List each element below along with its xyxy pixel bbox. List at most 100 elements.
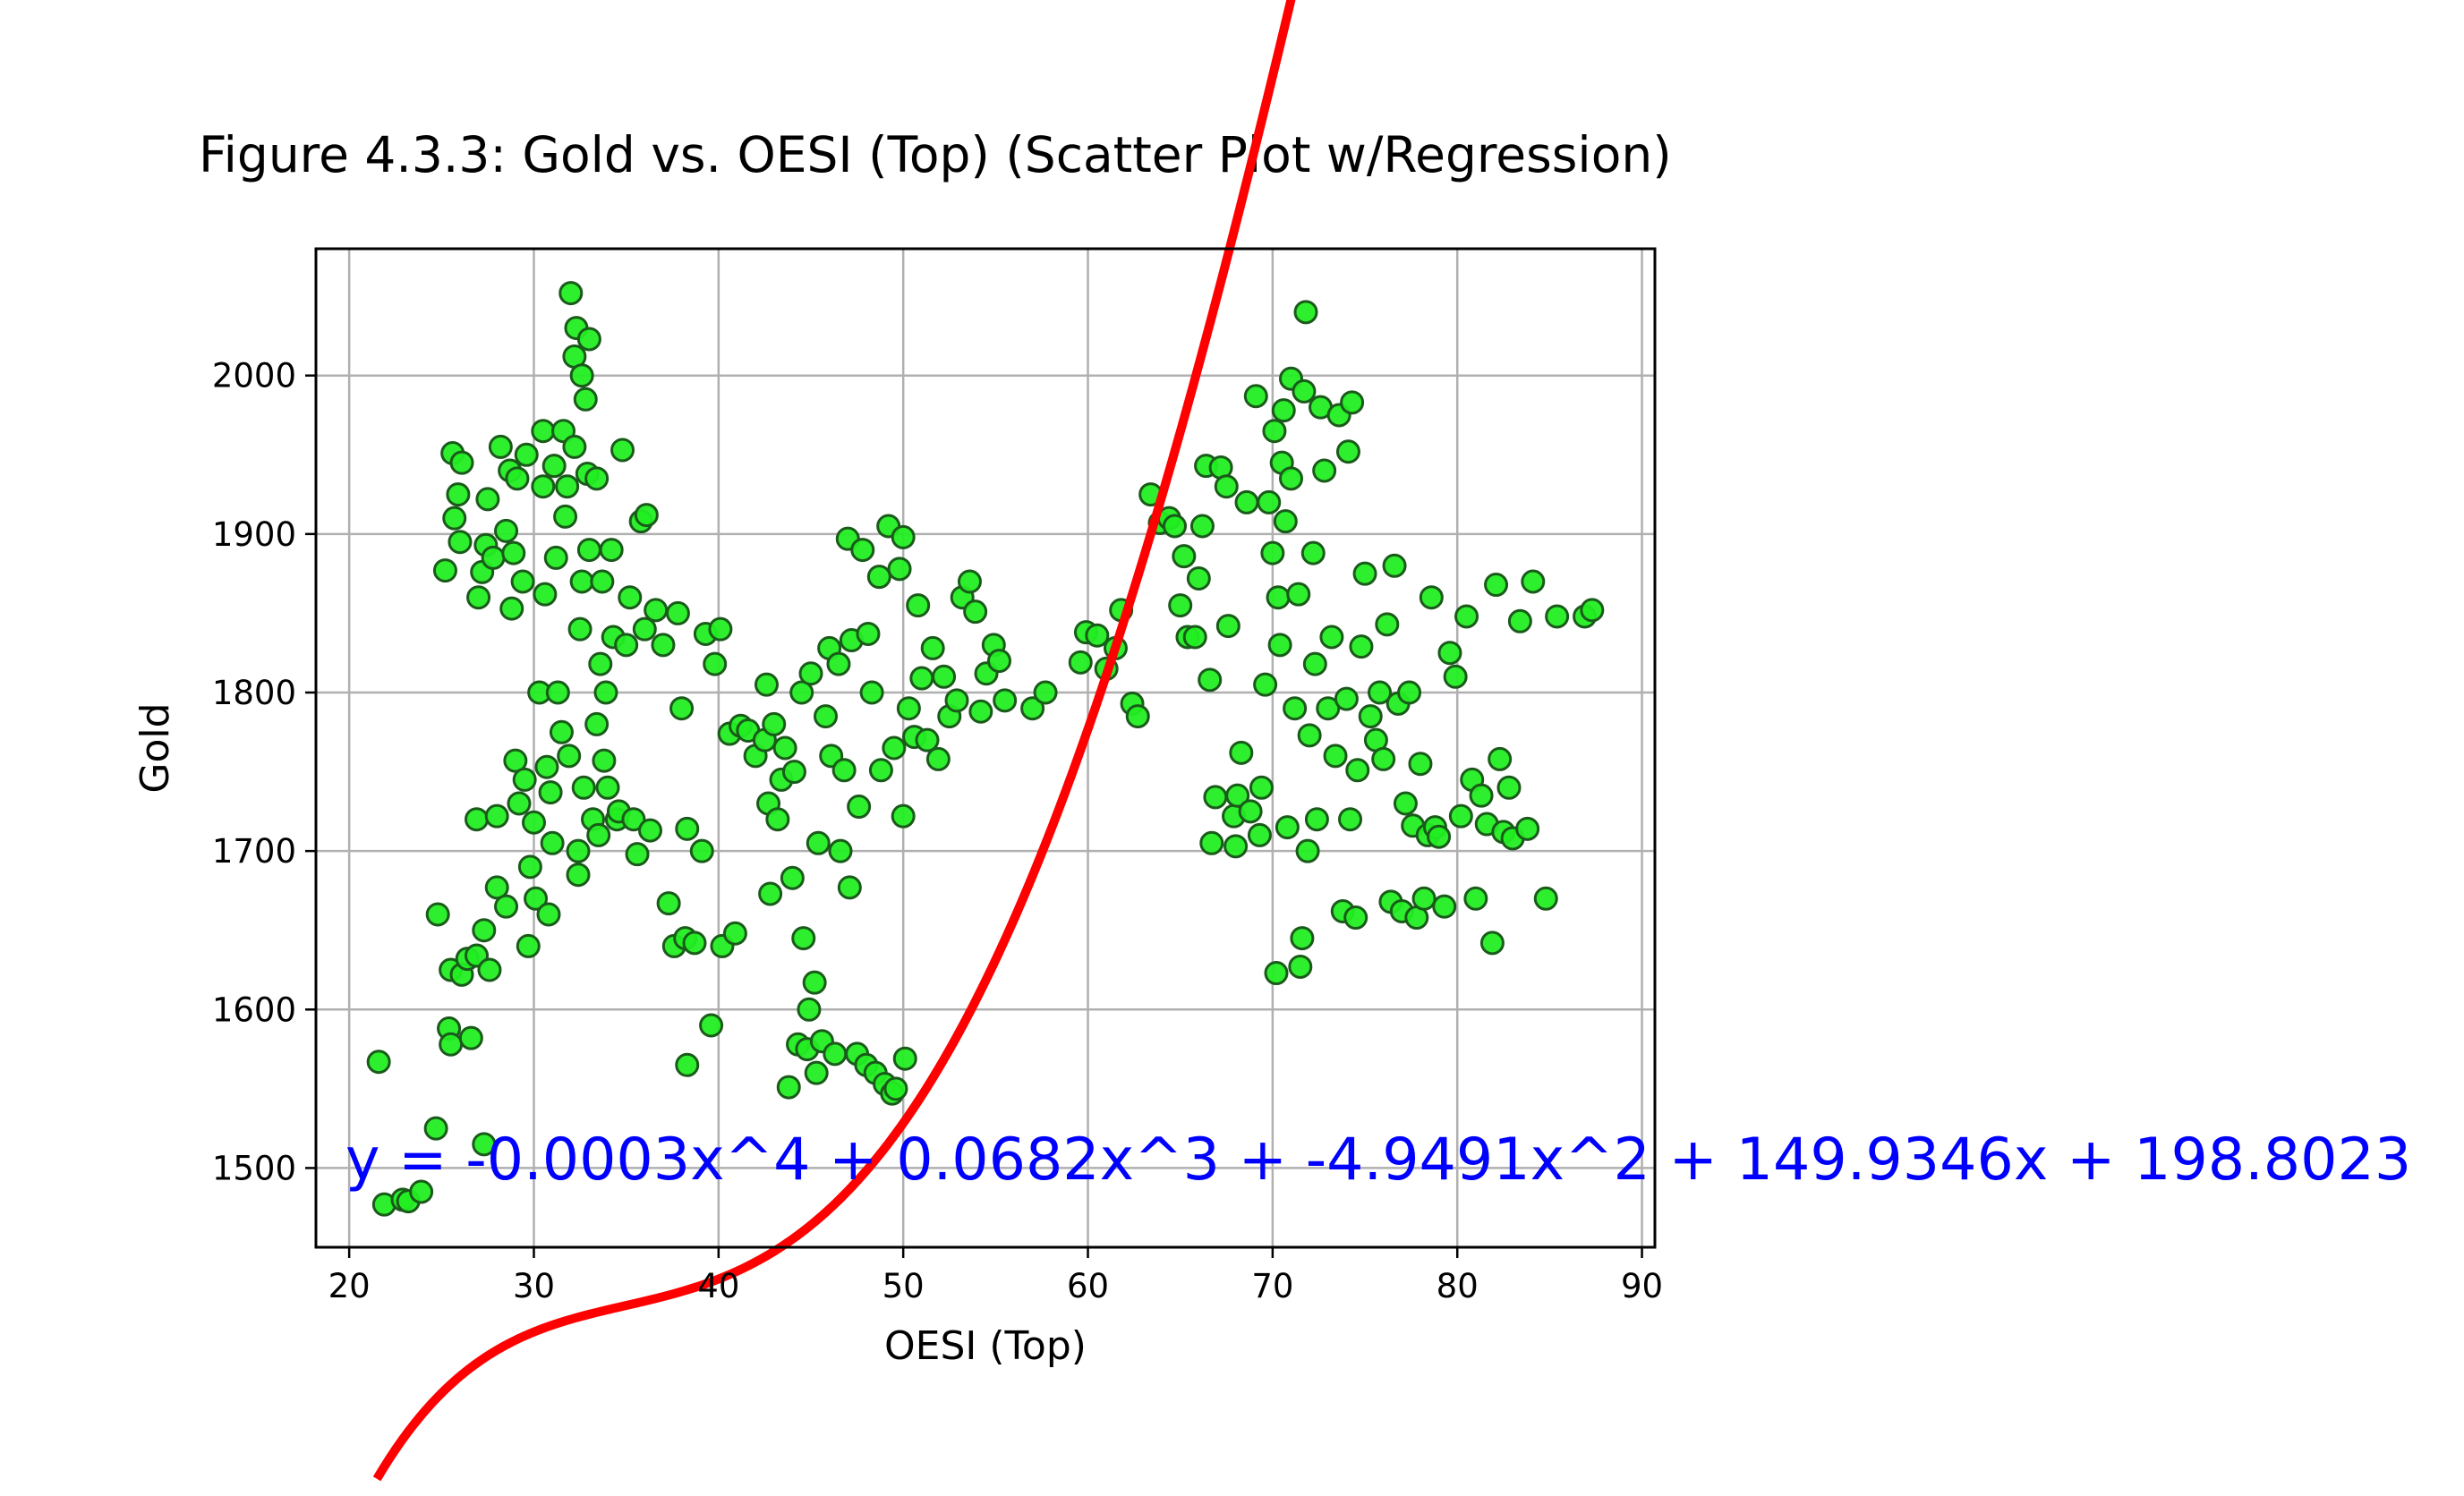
data-point — [1295, 838, 1320, 863]
data-point — [1033, 680, 1058, 705]
data-point — [1343, 905, 1368, 931]
data-point — [856, 621, 881, 646]
x-tick-label: 40 — [697, 1267, 739, 1305]
data-point — [1223, 834, 1249, 859]
data-point — [932, 664, 957, 689]
data-point — [1085, 623, 1110, 648]
data-point — [1290, 926, 1315, 951]
data-point — [614, 633, 639, 658]
data-point — [423, 1116, 448, 1141]
data-point — [494, 894, 519, 919]
plot-area-frame — [314, 247, 1657, 1249]
data-point — [883, 1076, 908, 1101]
data-points — [366, 281, 1605, 1217]
data-point — [1352, 561, 1377, 586]
data-point — [1286, 582, 1311, 607]
data-point — [944, 688, 969, 713]
data-point — [859, 680, 884, 705]
data-point — [538, 780, 563, 805]
data-point — [484, 875, 509, 900]
data-point — [892, 1046, 917, 1071]
data-point — [510, 569, 535, 594]
data-point — [675, 816, 700, 841]
data-point — [449, 450, 474, 475]
data-point — [586, 822, 611, 847]
data-point — [610, 438, 635, 463]
data-point — [533, 582, 558, 607]
data-point — [1234, 489, 1259, 514]
data-point — [1375, 612, 1400, 637]
data-point — [797, 997, 822, 1022]
data-point — [765, 807, 790, 832]
x-tick-label: 90 — [1621, 1267, 1663, 1305]
data-point — [432, 558, 457, 583]
data-point — [439, 1032, 464, 1057]
data-point — [481, 545, 506, 570]
data-point — [1182, 625, 1207, 650]
data-point — [802, 970, 827, 995]
data-point — [1199, 830, 1224, 855]
data-point — [1316, 696, 1341, 721]
data-point — [828, 838, 853, 863]
regression-layer — [372, 0, 1296, 1482]
data-point — [1229, 740, 1254, 765]
x-axis-ticks: 20 30 40 50 60 70 80 90 — [328, 1247, 1663, 1305]
data-point — [1215, 614, 1241, 639]
data-point — [1068, 650, 1093, 675]
data-point — [566, 863, 591, 888]
data-point — [804, 1060, 829, 1085]
data-point — [545, 680, 570, 705]
data-point — [1338, 807, 1363, 832]
data-point — [1340, 390, 1365, 415]
data-point — [837, 875, 862, 900]
data-point — [576, 327, 601, 352]
data-point — [555, 474, 580, 499]
data-point — [588, 651, 613, 676]
data-point — [656, 891, 681, 916]
data-point — [708, 616, 733, 642]
data-point — [1454, 604, 1479, 629]
data-point — [584, 466, 610, 491]
data-point — [569, 569, 594, 594]
data-point — [524, 886, 549, 911]
data-point — [1214, 474, 1239, 499]
x-axis-label: OESI (Top) — [884, 1323, 1087, 1369]
data-point — [1507, 608, 1532, 633]
data-point — [1371, 746, 1396, 771]
data-point — [644, 598, 669, 623]
data-point — [595, 775, 620, 800]
data-point — [637, 818, 662, 843]
x-tick-label: 80 — [1437, 1267, 1479, 1305]
data-point — [1545, 604, 1570, 629]
data-point — [699, 1013, 724, 1038]
data-point — [1397, 680, 1422, 705]
data-point — [1437, 641, 1462, 666]
data-point — [968, 699, 993, 724]
data-point — [516, 933, 541, 958]
data-point — [1302, 651, 1327, 676]
data-point — [1521, 569, 1546, 594]
data-point — [776, 1075, 801, 1100]
data-point — [1163, 514, 1188, 539]
data-point — [553, 504, 578, 529]
data-point — [675, 1052, 700, 1077]
data-point — [762, 711, 787, 736]
data-point — [689, 838, 714, 863]
data-point — [1125, 704, 1150, 729]
data-point — [465, 807, 490, 832]
regression-curve — [372, 0, 1296, 1482]
data-point — [1020, 696, 1045, 721]
data-point — [488, 434, 513, 459]
data-point — [1262, 419, 1287, 444]
data-point — [909, 666, 934, 691]
data-point — [791, 926, 816, 951]
data-point — [891, 524, 916, 549]
data-point — [1267, 633, 1292, 658]
data-point — [1382, 553, 1407, 578]
data-point — [1238, 799, 1263, 824]
data-point — [887, 557, 912, 582]
data-point — [569, 363, 594, 388]
y-tick-label: 1500 — [212, 1149, 296, 1187]
data-point — [1312, 458, 1337, 483]
